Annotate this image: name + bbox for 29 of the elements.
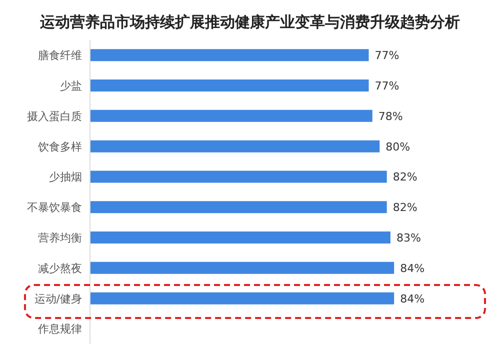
data-label: 80% xyxy=(386,140,410,154)
data-label: 77% xyxy=(374,49,400,62)
bar xyxy=(90,292,394,304)
bar xyxy=(90,170,387,183)
y-tick-label: 运动/健身 xyxy=(34,292,82,306)
y-tick-label: 摄入蛋白质 xyxy=(27,110,82,123)
y-tick-label: 不暴饮暴食 xyxy=(27,201,82,214)
chart-title: 运动营养品市场持续扩展推动健康产业变革与消费升级趋势分析 xyxy=(39,12,461,33)
bar xyxy=(90,80,369,92)
data-label: 84% xyxy=(400,262,425,275)
data-label: 82% xyxy=(392,201,418,214)
y-tick-label: 作息规律 xyxy=(37,322,82,336)
bar xyxy=(90,262,394,274)
bar xyxy=(90,232,390,244)
y-tick-label: 少盐 xyxy=(60,80,82,93)
bar xyxy=(90,49,369,62)
bar xyxy=(90,110,372,122)
data-label: 78% xyxy=(378,110,403,123)
data-label: 77% xyxy=(374,80,400,93)
data-label: 83% xyxy=(396,232,421,245)
data-label: 82% xyxy=(392,170,418,184)
y-tick-label: 营养均衡 xyxy=(38,232,82,245)
y-tick-label: 少抽烟 xyxy=(49,170,82,184)
data-label: 84% xyxy=(400,292,425,306)
bar xyxy=(90,201,387,214)
y-tick-label: 减少熬夜 xyxy=(38,262,82,275)
y-tick-label: 饮食多样 xyxy=(37,140,82,154)
bar xyxy=(90,140,380,152)
y-tick-label: 膳食纤维 xyxy=(38,49,82,62)
